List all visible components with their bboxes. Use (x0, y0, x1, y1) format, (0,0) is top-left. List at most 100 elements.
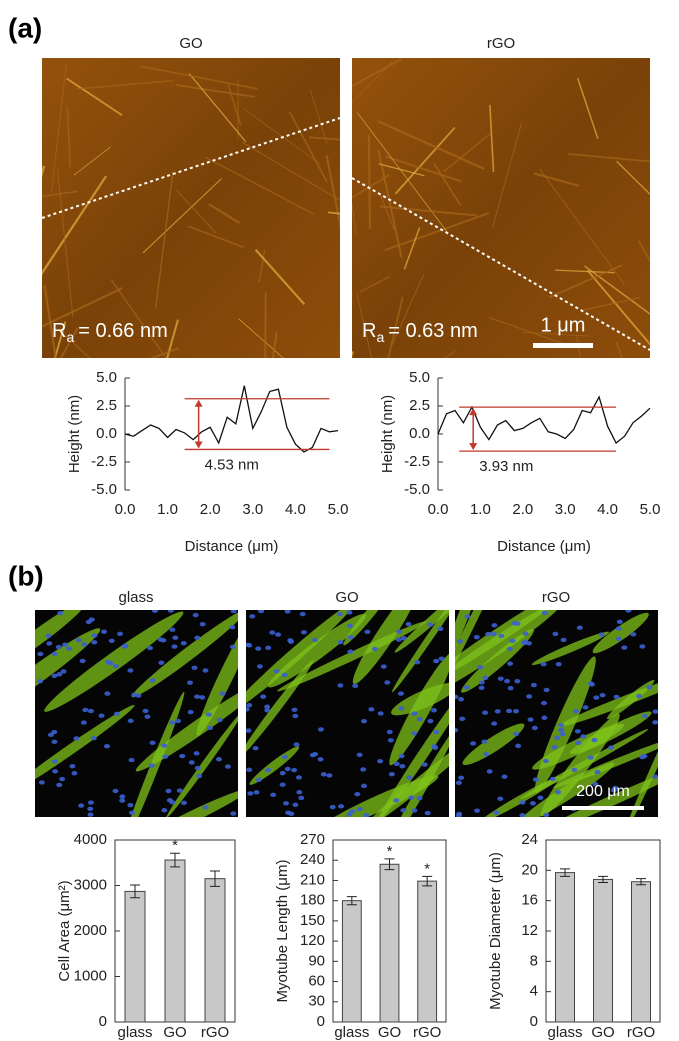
nucleus (46, 641, 53, 646)
nucleus (490, 631, 497, 637)
myotube (268, 613, 367, 688)
y-tick-label: 0.0 (96, 425, 117, 442)
afm-texture (59, 327, 79, 358)
nucleus (71, 771, 78, 776)
nucleus (621, 645, 628, 650)
nucleus (157, 637, 164, 642)
nucleus (368, 707, 375, 712)
nucleus (639, 754, 646, 760)
nucleus (73, 736, 80, 741)
afm-texture (385, 155, 462, 183)
nucleus (478, 680, 485, 685)
myotube (455, 610, 486, 675)
nucleus (119, 798, 126, 803)
nucleus (253, 790, 260, 795)
nucleus (56, 672, 63, 677)
nucleus (416, 796, 423, 801)
nucleus (104, 744, 111, 749)
myotube (455, 610, 511, 702)
nucleus (296, 789, 303, 795)
nucleus (264, 708, 271, 713)
nucleus (616, 619, 623, 625)
nucleus (594, 769, 601, 775)
afm-texture (583, 296, 641, 311)
x-tick-label: 1.0 (157, 501, 178, 518)
y-tick-label: -5.0 (404, 481, 430, 498)
nucleus (587, 681, 594, 686)
nucleus (51, 759, 58, 764)
nucleus (608, 745, 615, 750)
afm-texture (615, 342, 624, 358)
nucleus (293, 742, 300, 747)
nucleus (515, 743, 522, 749)
nucleus (497, 796, 504, 801)
myotube (553, 736, 658, 788)
nucleus (117, 631, 124, 636)
nucleus (202, 805, 209, 810)
nucleus (216, 717, 223, 723)
x-tick-label: glass (547, 1024, 582, 1041)
nucleus (481, 739, 488, 744)
nucleus (169, 627, 176, 632)
nucleus (38, 780, 45, 785)
afm-texture (309, 89, 328, 144)
y-tick-label: 120 (300, 932, 325, 949)
nucleus (405, 621, 412, 627)
bar (204, 878, 226, 1023)
nucleus (411, 731, 418, 736)
y-tick-label: 1000 (74, 967, 107, 984)
y-tick-label: 3000 (74, 876, 107, 893)
afm-texture (56, 168, 74, 317)
nucleus (506, 646, 513, 652)
nucleus (639, 644, 646, 649)
afm-texture (42, 190, 79, 198)
myotube (35, 704, 135, 795)
nucleus (288, 811, 295, 817)
nucleus (59, 776, 66, 782)
nucleus (87, 812, 94, 817)
y-tick-label: 0 (99, 1013, 107, 1030)
nucleus (336, 611, 343, 617)
nucleus (459, 716, 466, 722)
nucleus (284, 610, 291, 614)
afm-texture (637, 240, 650, 263)
y-tick-label: 0.0 (409, 425, 430, 442)
roughness-label: Ra = 0.66 nm (52, 320, 168, 344)
x-tick-label: 5.0 (640, 501, 661, 518)
error-bar (170, 852, 180, 868)
scale-bar (533, 343, 593, 348)
afm-texture (367, 135, 372, 229)
roughness-label: Ra = 0.63 nm (362, 320, 478, 344)
afm-texture (43, 284, 57, 358)
nucleus (149, 740, 156, 746)
nucleus (356, 752, 363, 758)
afm-image (42, 58, 340, 358)
afm-texture (238, 318, 284, 358)
nucleus (62, 642, 69, 647)
nucleus (246, 707, 250, 712)
afm-texture (443, 132, 491, 173)
nucleus (470, 741, 477, 746)
nucleus (380, 664, 387, 669)
nucleus (400, 635, 407, 641)
fluorescence-image (455, 610, 658, 817)
nucleus (309, 752, 316, 758)
nucleus (171, 644, 178, 649)
afm-texture (357, 112, 448, 233)
y-tick-label: 30 (308, 993, 325, 1010)
y-tick-label: 16 (521, 892, 538, 909)
nucleus (255, 646, 262, 651)
significance-marker: * (387, 843, 393, 860)
nucleus (202, 668, 209, 673)
afm-texture (576, 77, 599, 140)
nucleus (591, 737, 598, 743)
nucleus (194, 635, 201, 640)
nucleus (142, 708, 149, 714)
significance-marker: * (172, 837, 178, 854)
afm-texture (65, 335, 91, 358)
afm-texture (208, 203, 241, 225)
y-tick-label: -2.5 (404, 453, 430, 470)
afm-texture (378, 192, 395, 231)
nucleus (361, 783, 368, 789)
profile-line (437, 395, 651, 445)
